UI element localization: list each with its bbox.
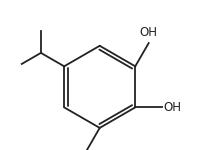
Text: OH: OH xyxy=(139,26,157,39)
Text: OH: OH xyxy=(163,101,181,114)
